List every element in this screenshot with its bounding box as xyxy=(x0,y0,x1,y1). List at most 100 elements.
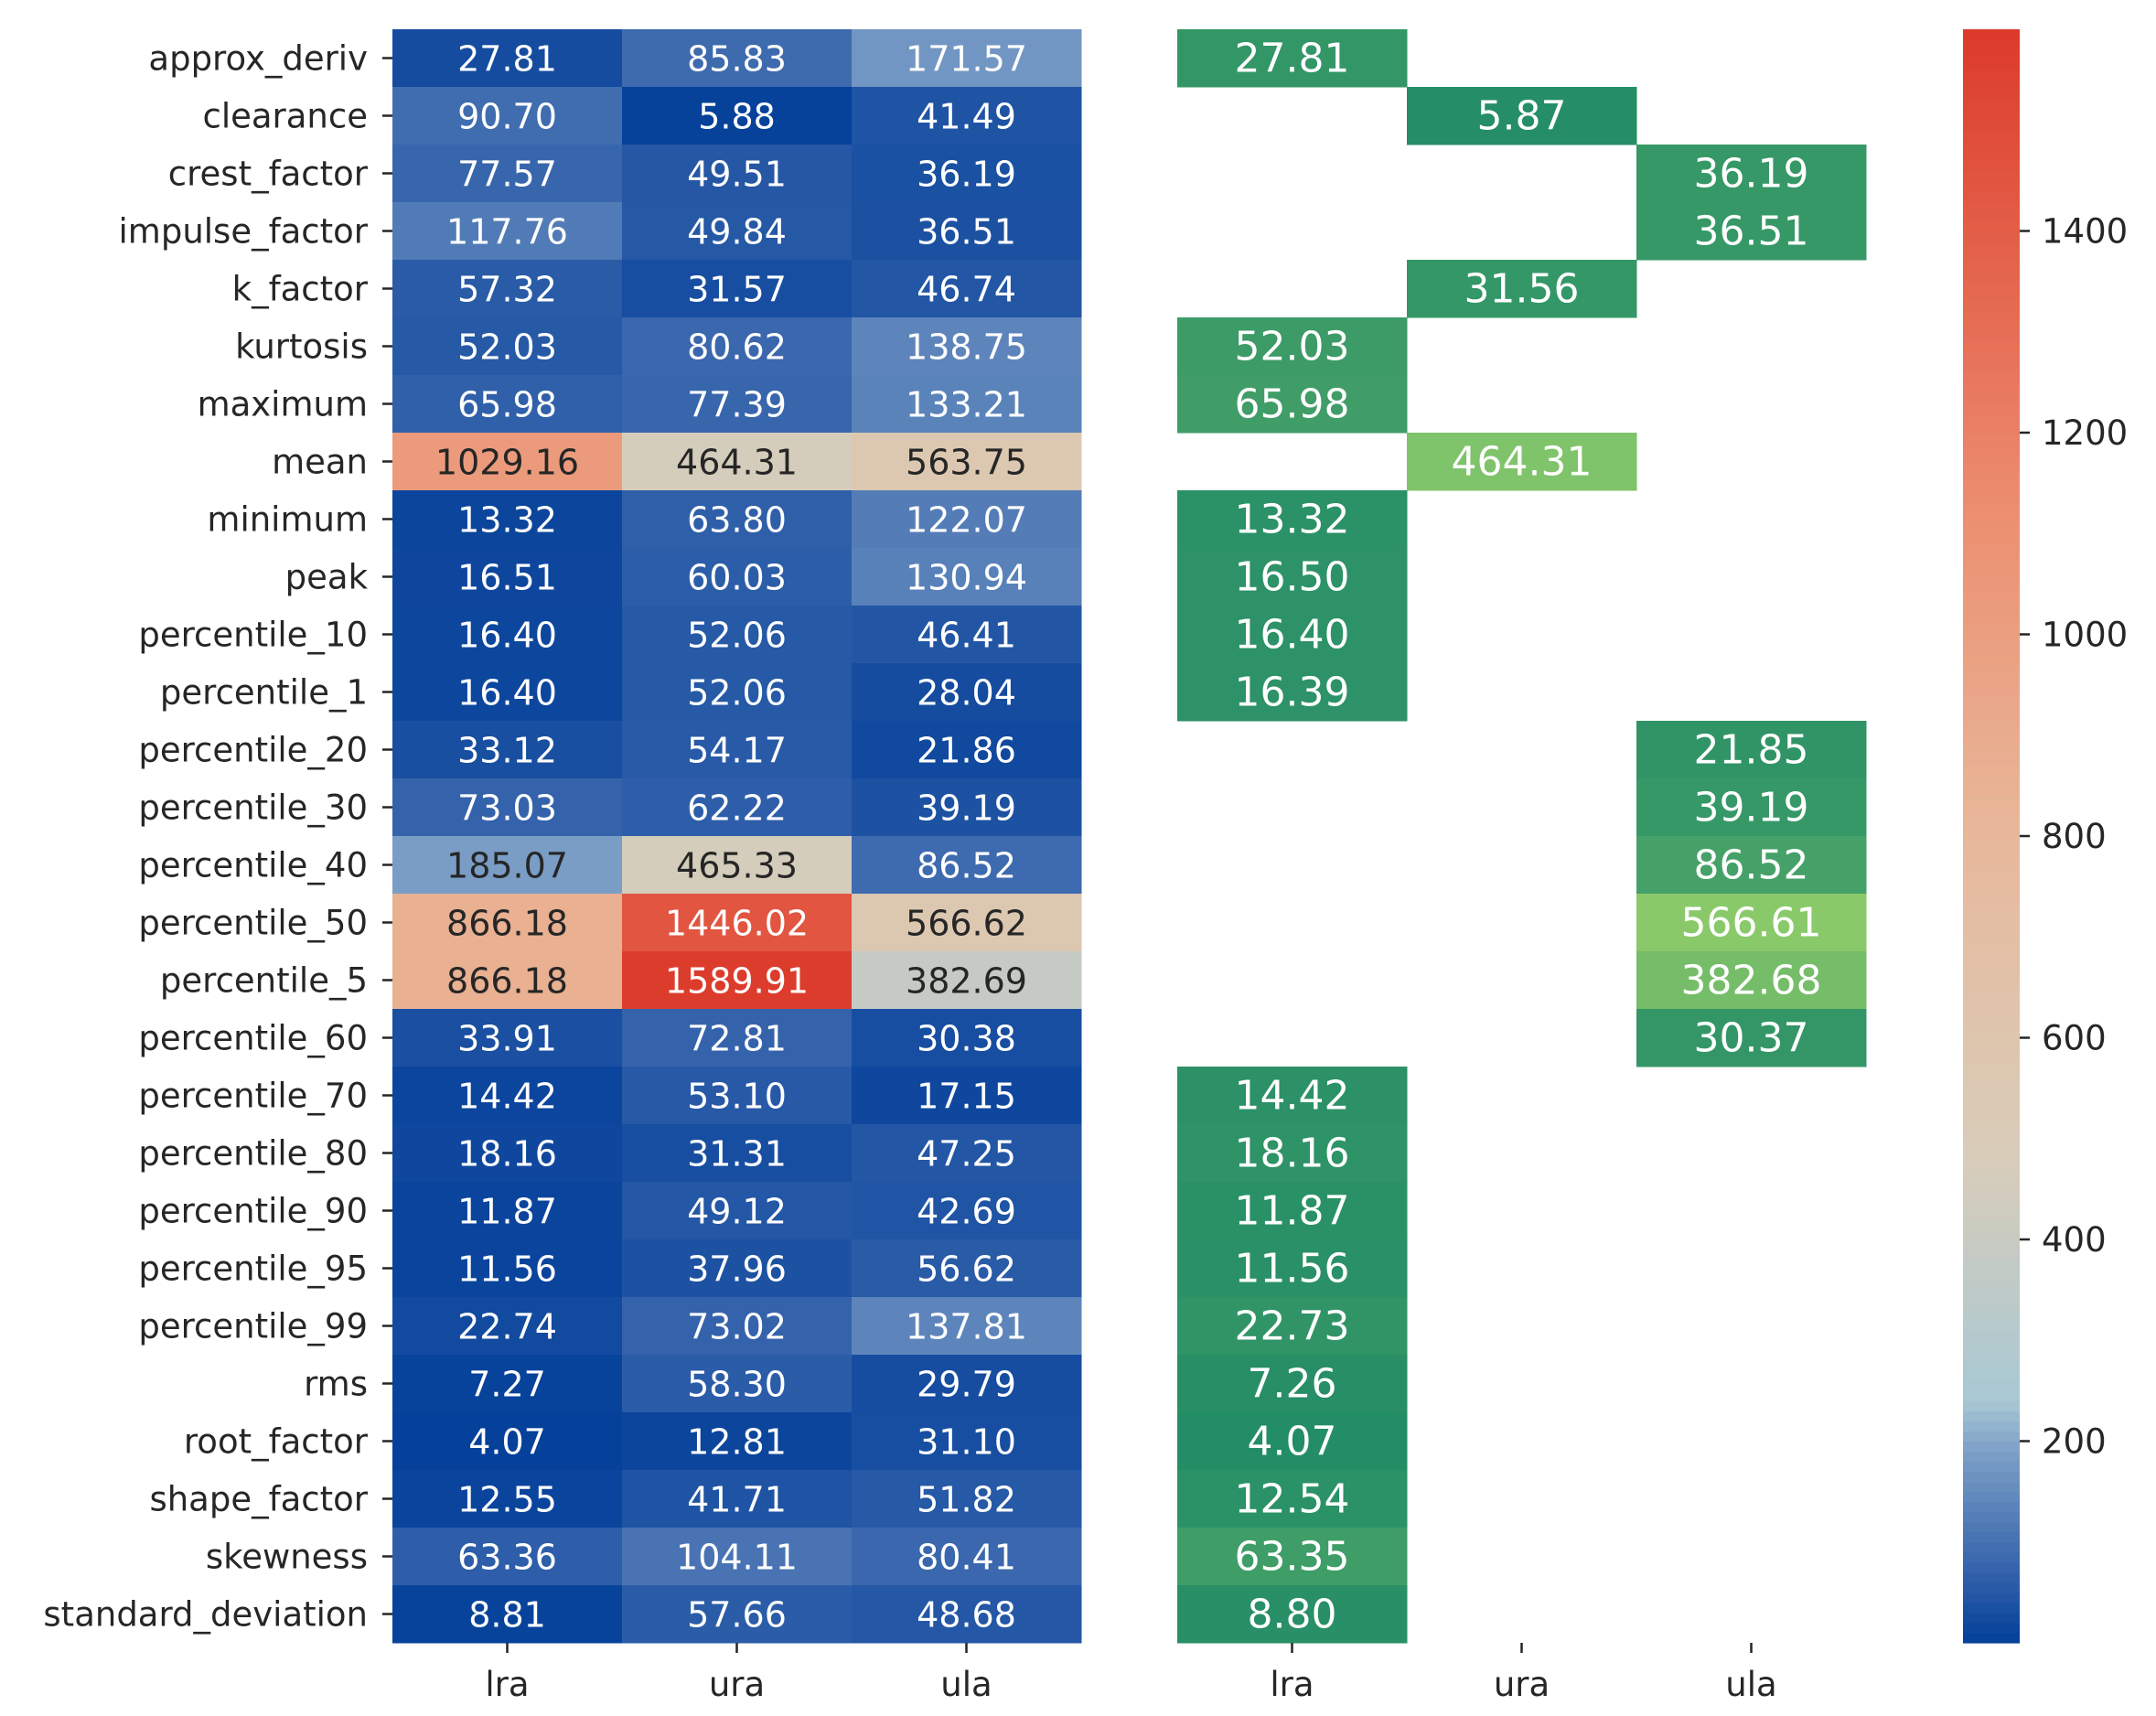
colorbar-tick-label: 1400 xyxy=(2042,212,2128,252)
heatmap1-cell xyxy=(622,1182,853,1240)
heatmap1-cell xyxy=(392,721,623,779)
colorbar-tick-label: 1200 xyxy=(2042,413,2128,453)
y-tick-label: percentile_50 xyxy=(138,904,368,943)
colorbar-segment xyxy=(1963,1410,2020,1422)
colorbar-segment xyxy=(1963,574,2020,585)
heatmap1-cell-label: 41.49 xyxy=(917,97,1016,137)
heatmap1-cell-label: 29.79 xyxy=(917,1365,1016,1405)
heatmap2-cell xyxy=(1177,490,1408,549)
colorbar-segment xyxy=(1963,1330,2020,1341)
colorbar-segment xyxy=(1963,1057,2020,1069)
y-tick-label: kurtosis xyxy=(235,327,368,367)
x-tick-label: ura xyxy=(709,1665,765,1704)
heatmap1-cell-label: 130.94 xyxy=(906,558,1027,598)
heatmap1-cell-label: 56.62 xyxy=(917,1249,1016,1290)
colorbar-segment xyxy=(1963,1249,2020,1260)
colorbar-segment xyxy=(1963,947,2020,958)
heatmap1-cell xyxy=(852,1124,1082,1183)
heatmap1-cell-label: 16.40 xyxy=(457,673,557,713)
heatmap1-cell xyxy=(622,951,853,1010)
heatmap1-cell-label: 28.04 xyxy=(917,673,1016,713)
heatmap1-cell xyxy=(852,202,1082,261)
colorbar-segment xyxy=(1963,1300,2020,1311)
colorbar-segment xyxy=(1963,785,2020,797)
heatmap2-cell xyxy=(1636,202,1867,261)
y-tick-label: percentile_99 xyxy=(138,1307,368,1346)
heatmap2-cell-label: 8.80 xyxy=(1248,1592,1337,1638)
heatmap1-cell-label: 866.18 xyxy=(446,961,568,1002)
colorbar-segment xyxy=(1963,1350,2020,1361)
heatmap2-cell-label: 39.19 xyxy=(1694,785,1809,831)
heatmap1-cell xyxy=(392,548,623,606)
y-tick-label: root_factor xyxy=(184,1422,369,1462)
heatmap2-cell xyxy=(1177,1355,1408,1413)
heatmap1-cell-label: 52.03 xyxy=(457,327,557,368)
heatmap1-cell-label: 63.36 xyxy=(457,1538,557,1578)
colorbar-segment xyxy=(1963,473,2020,484)
colorbar-segment xyxy=(1963,1592,2020,1603)
colorbar-segment xyxy=(1963,906,2020,917)
colorbar-segment xyxy=(1963,553,2020,564)
colorbar-segment xyxy=(1963,49,2020,60)
heatmap2-cell xyxy=(1177,1585,1408,1644)
colorbar-segment xyxy=(1963,1400,2020,1412)
heatmap1-cell-label: 77.39 xyxy=(687,385,787,425)
colorbar-segment xyxy=(1963,371,2020,383)
colorbar-segment xyxy=(1963,402,2020,413)
colorbar-segment xyxy=(1963,957,2020,968)
colorbar-segment xyxy=(1963,1632,2020,1644)
heatmap1-cell xyxy=(392,606,623,664)
heatmap1-cell xyxy=(392,317,623,376)
heatmap2-cell xyxy=(1636,1009,1867,1067)
heatmap1-cell xyxy=(622,1412,853,1471)
heatmap1-cell-label: 464.31 xyxy=(676,443,798,483)
colorbar-segment xyxy=(1963,1541,2020,1553)
colorbar-segment xyxy=(1963,805,2020,817)
heatmap1-cell xyxy=(622,778,853,837)
heatmap1-cell-label: 4.07 xyxy=(468,1422,546,1463)
colorbar-segment xyxy=(1963,443,2020,454)
colorbar-segment xyxy=(1963,483,2020,494)
heatmap1-cell-label: 77.57 xyxy=(457,155,557,195)
heatmap2-cell-label: 13.32 xyxy=(1235,497,1350,543)
colorbar-segment xyxy=(1963,714,2020,726)
heatmap1-cell-label: 11.56 xyxy=(457,1249,557,1290)
colorbar-segment xyxy=(1963,967,2020,978)
colorbar-tick-label: 600 xyxy=(2042,1019,2107,1058)
heatmap1-cell xyxy=(852,548,1082,606)
colorbar-segment xyxy=(1963,624,2020,636)
heatmap2-cell xyxy=(1636,836,1867,895)
colorbar-segment xyxy=(1963,533,2020,544)
colorbar-segment xyxy=(1963,1582,2020,1593)
heatmap2-cell-label: 14.42 xyxy=(1235,1073,1350,1120)
colorbar-segment xyxy=(1963,644,2020,656)
colorbar-segment xyxy=(1963,917,2020,928)
heatmap1-cell xyxy=(622,1297,853,1356)
heatmap1-cell-label: 5.88 xyxy=(698,97,776,137)
heatmap1-cell xyxy=(852,1412,1082,1471)
heatmap1-cell-label: 16.51 xyxy=(457,558,557,598)
colorbar-tick-label: 1000 xyxy=(2042,616,2128,655)
heatmap1-cell-label: 58.30 xyxy=(687,1365,787,1405)
heatmap1-cell xyxy=(392,433,623,491)
colorbar-segment xyxy=(1963,180,2020,191)
heatmap1-cell-label: 563.75 xyxy=(906,443,1027,483)
colorbar-segment xyxy=(1963,704,2020,716)
colorbar-segment xyxy=(1963,1188,2020,1200)
heatmap1-cell-label: 47.25 xyxy=(917,1134,1016,1174)
x-tick-label: lra xyxy=(1270,1665,1314,1704)
colorbar-segment xyxy=(1963,674,2020,686)
colorbar-segment xyxy=(1963,361,2020,373)
colorbar-segment xyxy=(1963,1108,2020,1120)
colorbar-segment xyxy=(1963,422,2020,434)
colorbar-segment xyxy=(1963,291,2020,303)
heatmap1-cell-label: 30.38 xyxy=(917,1019,1016,1059)
colorbar-segment xyxy=(1963,1461,2020,1473)
heatmap1-cell-label: 49.12 xyxy=(687,1192,787,1232)
heatmap2-cell-label: 4.07 xyxy=(1248,1419,1337,1465)
heatmap1-cell xyxy=(392,87,623,145)
colorbar-segment xyxy=(1963,210,2020,222)
colorbar-segment xyxy=(1963,463,2020,474)
colorbar-segment xyxy=(1963,1270,2020,1281)
heatmap2-cell xyxy=(1177,1124,1408,1183)
